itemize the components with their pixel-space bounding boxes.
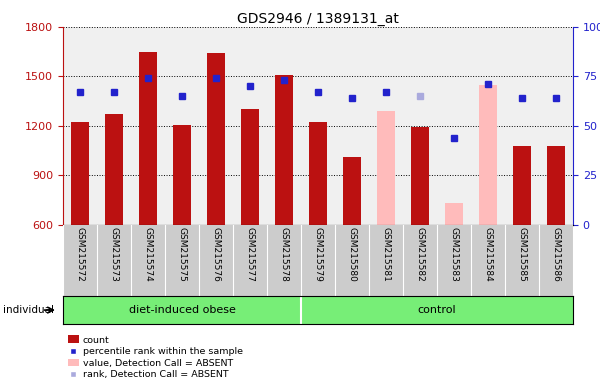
Title: GDS2946 / 1389131_at: GDS2946 / 1389131_at xyxy=(237,12,399,26)
Bar xyxy=(343,157,361,225)
Legend: count, percentile rank within the sample, value, Detection Call = ABSENT, rank, : count, percentile rank within the sample… xyxy=(68,336,243,379)
Bar xyxy=(547,146,565,225)
Bar xyxy=(139,51,157,225)
Text: GSM215575: GSM215575 xyxy=(178,227,187,281)
Text: GSM215581: GSM215581 xyxy=(382,227,391,281)
Text: GSM215586: GSM215586 xyxy=(551,227,560,281)
Bar xyxy=(104,114,124,225)
Text: GSM215582: GSM215582 xyxy=(415,227,425,281)
Text: GSM215574: GSM215574 xyxy=(143,227,152,281)
Text: GSM215572: GSM215572 xyxy=(76,227,85,281)
Text: GSM215580: GSM215580 xyxy=(347,227,356,281)
Bar xyxy=(377,111,395,225)
Bar xyxy=(512,146,532,225)
Text: GSM215579: GSM215579 xyxy=(314,227,323,281)
Bar xyxy=(173,125,191,225)
Text: control: control xyxy=(418,305,457,315)
Bar xyxy=(63,296,301,324)
Text: individual: individual xyxy=(3,305,54,315)
Text: GSM215584: GSM215584 xyxy=(484,227,493,281)
Text: GSM215583: GSM215583 xyxy=(449,227,458,281)
Text: GSM215578: GSM215578 xyxy=(280,227,289,281)
Text: GSM215577: GSM215577 xyxy=(245,227,254,281)
Bar xyxy=(71,122,89,225)
Text: GSM215573: GSM215573 xyxy=(110,227,119,281)
Bar xyxy=(275,74,293,225)
Bar xyxy=(241,109,259,225)
Bar xyxy=(410,127,430,225)
Bar xyxy=(308,122,328,225)
Text: GSM215576: GSM215576 xyxy=(212,227,221,281)
Text: diet-induced obese: diet-induced obese xyxy=(128,305,235,315)
Text: GSM215585: GSM215585 xyxy=(517,227,527,281)
Bar xyxy=(445,203,463,225)
Bar xyxy=(479,84,497,225)
Bar xyxy=(301,296,573,324)
Bar xyxy=(206,53,226,225)
